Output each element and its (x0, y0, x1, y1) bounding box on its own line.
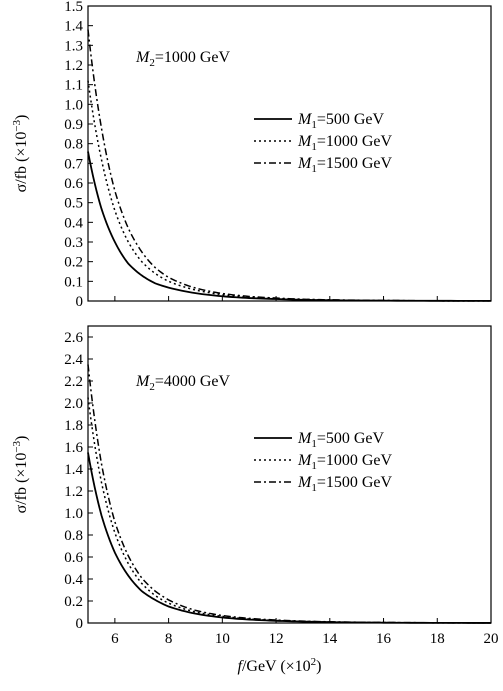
xlabel-close: ) (316, 658, 321, 675)
xlabel-superscript: 2 (311, 656, 317, 668)
series-line-1 (87, 151, 492, 302)
y-tick-label: 0.4 (64, 215, 83, 231)
y-tick-label: 2.2 (64, 374, 83, 390)
legend-subscript: 1 (311, 438, 317, 450)
xlabel-main: /GeV (×10 (242, 658, 311, 675)
y-tick-label: 0.6 (64, 176, 83, 192)
m2-annotation: M2=4000 GeV (135, 373, 231, 393)
ylabel-main: σ/fb (×10 (13, 132, 30, 193)
ann-text: =1000 GeV (155, 49, 231, 66)
y-tick-label: 0.3 (64, 235, 83, 251)
x-tick-label: 16 (376, 631, 392, 647)
y-tick-label: 0.4 (64, 572, 83, 588)
y-tick-label: 2.0 (64, 396, 83, 412)
legend-subscript: 1 (311, 141, 317, 153)
chart-panel-2: 0 0.2 0.4 0.6 0.8 1.0 1.2 1.4 1.6 1.8 2.0 2.2 2.4 2.6… (11, 325, 499, 675)
x-tick-label: 14 (322, 631, 338, 647)
ylabel-superscript: −3 (11, 440, 23, 452)
y-tick-label: 1.2 (64, 484, 83, 500)
series-line-3 (87, 364, 492, 624)
y-tick-label: 1.8 (64, 418, 83, 434)
legend-entry-2: M1=1000 GeV (297, 452, 393, 472)
chart-panel-1: 0 0.1 0.2 0.3 0.4 0.5 0.6 0.7 0.8 0.9 1.0 1.1 1.2 1.3… (11, 0, 492, 310)
y-tick-label: 0.9 (64, 117, 83, 133)
y-tick-label: 0.7 (64, 156, 83, 172)
y-tick-label: 1.4 (64, 19, 83, 35)
y-tick-label: 0.2 (64, 255, 83, 271)
legend-text: =1500 GeV (317, 155, 393, 172)
legend-subscript: 1 (311, 163, 317, 175)
x-axis-label: f/GeV (×102) (238, 656, 322, 675)
legend-text: =1500 GeV (317, 474, 393, 491)
y-tick-label: 1.0 (64, 506, 83, 522)
y-tick-label: 1.0 (64, 97, 83, 113)
legend-symbol: M (297, 452, 313, 469)
legend-subscript: 1 (311, 460, 317, 472)
legend-entry-1: M1=500 GeV (297, 111, 385, 131)
y-tick-label: 1.5 (64, 0, 83, 15)
x-tick-label: 12 (269, 631, 284, 647)
ylabel-close: ) (13, 436, 30, 441)
legend-subscript: 1 (311, 482, 317, 494)
legend-entry-2: M1=1000 GeV (297, 133, 393, 153)
legend-symbol: M (297, 111, 313, 128)
ann-symbol: M (135, 373, 151, 390)
plot-frame (87, 325, 492, 624)
y-tick-label: 1.4 (64, 462, 83, 478)
y-tick-label: 2.6 (64, 330, 83, 346)
ann-subscript: 2 (149, 381, 155, 393)
ylabel-main: σ/fb (×10 (13, 453, 30, 514)
legend-entry-3: M1=1500 GeV (297, 474, 393, 494)
legend-symbol: M (297, 430, 313, 447)
series-line-3 (87, 29, 492, 302)
x-tick-label: 8 (165, 631, 173, 647)
y-tick-label: 2.4 (64, 352, 83, 368)
y-tick-label: 0.8 (64, 137, 83, 153)
x-tick-label: 20 (484, 631, 499, 647)
ann-subscript: 2 (149, 57, 155, 69)
legend-symbol: M (297, 133, 313, 150)
y-axis-label: σ/fb (×10−3) (11, 115, 30, 193)
legend-text: =1000 GeV (317, 133, 393, 150)
legend-subscript: 1 (311, 119, 317, 131)
legend-symbol: M (297, 155, 313, 172)
ann-symbol: M (135, 49, 151, 66)
legend-symbol: M (297, 474, 313, 491)
legend-text: =500 GeV (317, 430, 385, 447)
y-tick-label: 0.5 (64, 196, 83, 212)
y-tick-label: 1.2 (64, 58, 83, 74)
y-tick-label: 0.6 (64, 550, 83, 566)
y-tick-label: 1.6 (64, 440, 83, 456)
y-tick-label: 0.2 (64, 594, 83, 610)
series-line-2 (87, 397, 491, 624)
x-tick-label: 18 (430, 631, 445, 647)
ylabel-close: ) (13, 115, 30, 120)
m2-annotation: M2=1000 GeV (135, 49, 231, 69)
series-line-2 (87, 80, 492, 302)
y-tick-label: 0 (76, 616, 84, 632)
y-tick-label: 0 (76, 294, 84, 310)
y-tick-label: 1.3 (64, 38, 83, 54)
y-axis-label: σ/fb (×10−3) (11, 436, 30, 514)
xlabel-symbol: f (238, 658, 245, 675)
y-tick-label: 1.1 (64, 78, 83, 94)
x-tick-label: 10 (215, 631, 230, 647)
ann-text: =4000 GeV (155, 373, 231, 390)
series-line-1 (87, 452, 492, 624)
legend-text: =1000 GeV (317, 452, 393, 469)
legend-entry-3: M1=1500 GeV (297, 155, 393, 175)
y-tick-label: 0.1 (64, 274, 83, 290)
x-tick-label: 6 (111, 631, 119, 647)
legend-entry-1: M1=500 GeV (297, 430, 385, 450)
ylabel-superscript: −3 (11, 119, 23, 131)
y-tick-label: 0.8 (64, 528, 83, 544)
legend-text: =500 GeV (317, 111, 385, 128)
